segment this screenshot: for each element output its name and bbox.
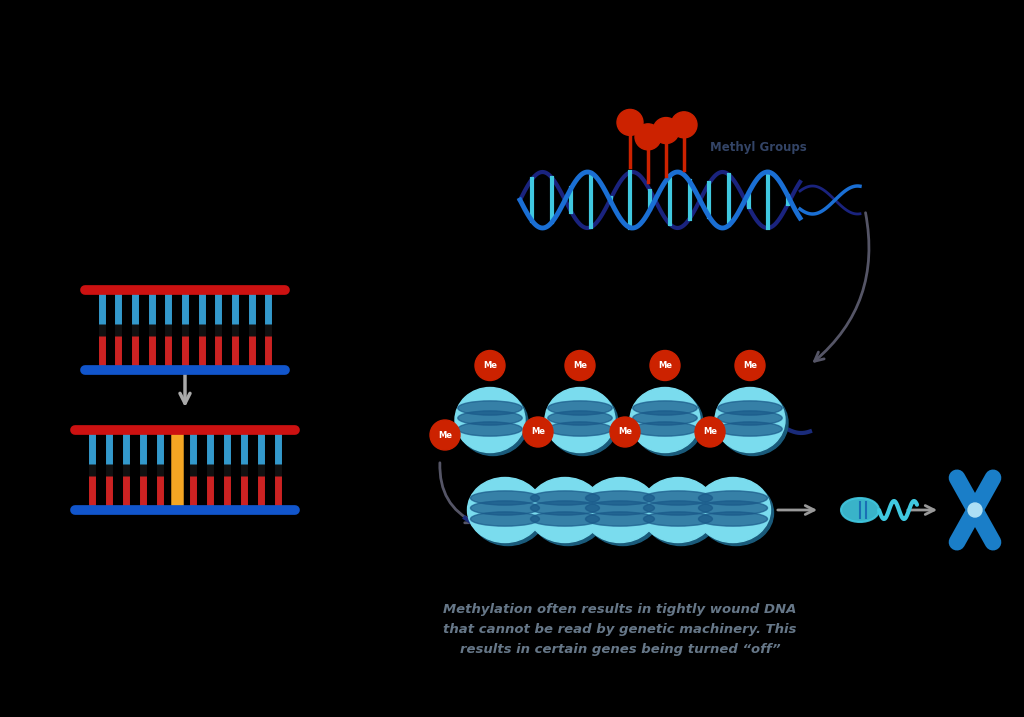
Ellipse shape [630, 387, 700, 452]
Circle shape [617, 110, 643, 136]
Circle shape [565, 351, 595, 381]
Ellipse shape [643, 501, 713, 515]
Ellipse shape [633, 391, 703, 455]
Text: Me: Me [531, 427, 545, 437]
Ellipse shape [545, 387, 615, 452]
Ellipse shape [530, 480, 605, 546]
Text: Me: Me [438, 430, 452, 440]
Ellipse shape [698, 491, 768, 505]
Ellipse shape [718, 391, 788, 455]
Ellipse shape [470, 491, 540, 505]
Ellipse shape [527, 478, 602, 543]
Ellipse shape [698, 501, 768, 515]
Ellipse shape [470, 480, 546, 546]
Ellipse shape [633, 422, 697, 436]
Ellipse shape [698, 480, 773, 546]
Ellipse shape [633, 411, 697, 425]
Text: that cannot be read by genetic machinery. This: that cannot be read by genetic machinery… [443, 624, 797, 637]
Text: Me: Me [743, 361, 757, 370]
Ellipse shape [718, 422, 782, 436]
Ellipse shape [458, 411, 522, 425]
Ellipse shape [470, 512, 540, 526]
Text: Me: Me [573, 361, 587, 370]
FancyArrowPatch shape [440, 462, 475, 523]
Ellipse shape [586, 491, 654, 505]
Ellipse shape [548, 411, 612, 425]
Text: Me: Me [618, 427, 632, 437]
Ellipse shape [698, 512, 768, 526]
Ellipse shape [640, 478, 716, 543]
Ellipse shape [458, 401, 522, 415]
Ellipse shape [530, 512, 599, 526]
Text: Me: Me [658, 361, 672, 370]
Ellipse shape [458, 422, 522, 436]
Circle shape [653, 118, 679, 143]
Text: Methyl Groups: Methyl Groups [710, 141, 807, 154]
FancyArrowPatch shape [814, 213, 869, 361]
Ellipse shape [530, 491, 599, 505]
Ellipse shape [718, 401, 782, 415]
Ellipse shape [586, 501, 654, 515]
Ellipse shape [468, 478, 543, 543]
Ellipse shape [548, 422, 612, 436]
Circle shape [475, 351, 505, 381]
Ellipse shape [643, 512, 713, 526]
Ellipse shape [643, 491, 713, 505]
Circle shape [671, 112, 697, 138]
Ellipse shape [643, 480, 719, 546]
Text: results in certain genes being turned “off”: results in certain genes being turned “o… [460, 643, 780, 657]
Ellipse shape [458, 391, 528, 455]
Circle shape [635, 124, 662, 150]
Ellipse shape [841, 498, 879, 522]
Circle shape [695, 417, 725, 447]
Circle shape [735, 351, 765, 381]
Ellipse shape [583, 478, 657, 543]
Text: Methylation often results in tightly wound DNA: Methylation often results in tightly wou… [443, 604, 797, 617]
Ellipse shape [455, 387, 525, 452]
Circle shape [650, 351, 680, 381]
Ellipse shape [470, 501, 540, 515]
Ellipse shape [715, 387, 785, 452]
Ellipse shape [586, 512, 654, 526]
Ellipse shape [548, 391, 618, 455]
Ellipse shape [633, 401, 697, 415]
Ellipse shape [695, 478, 770, 543]
Ellipse shape [530, 501, 599, 515]
Circle shape [430, 420, 460, 450]
Circle shape [523, 417, 553, 447]
Circle shape [968, 503, 982, 517]
Text: Me: Me [703, 427, 717, 437]
Ellipse shape [548, 401, 612, 415]
Ellipse shape [718, 411, 782, 425]
Text: Me: Me [483, 361, 497, 370]
Circle shape [610, 417, 640, 447]
Ellipse shape [586, 480, 660, 546]
